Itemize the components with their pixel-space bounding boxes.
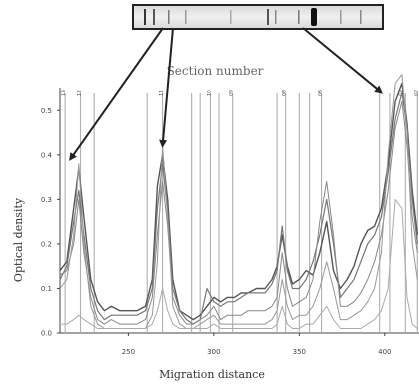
arrows — [69, 27, 383, 161]
y-tick-label: 0.2 — [41, 240, 52, 248]
chart-title: Section number — [167, 64, 264, 78]
x-tick-label: 400 — [378, 348, 391, 356]
gel-strip — [132, 4, 384, 30]
gel-band — [144, 9, 146, 25]
series-line — [60, 198, 418, 329]
arrow — [159, 27, 174, 148]
gel-band — [267, 9, 269, 25]
gel-band — [230, 10, 232, 24]
series-group — [59, 74, 418, 329]
section-label: 12 — [77, 90, 83, 96]
plot-frame — [59, 88, 419, 334]
x-tick-label: 300 — [207, 348, 220, 356]
x-axis-label: Migration distance — [159, 368, 265, 381]
section-label: 13 — [61, 90, 67, 96]
section-label: 06 — [318, 90, 324, 96]
y-tick-label: 0.3 — [41, 196, 52, 204]
section-label: 03 — [398, 90, 404, 96]
gel-band — [153, 9, 155, 25]
y-tick-label: 0.4 — [41, 151, 53, 159]
section-label: 10 — [206, 90, 212, 96]
gel-band — [340, 10, 342, 24]
y-tick-label: 0.1 — [41, 285, 52, 293]
x-tick-label: 350 — [293, 348, 306, 356]
gel-band — [360, 10, 362, 24]
series-line — [59, 100, 418, 325]
gel-band — [168, 10, 170, 24]
y-tick-label: 0.5 — [41, 107, 52, 115]
gel-band — [185, 10, 187, 24]
gel-band — [298, 10, 300, 24]
gel-band-dark — [311, 8, 317, 26]
series-line — [59, 82, 418, 321]
gel-strip-frame — [132, 4, 384, 30]
arrow — [302, 27, 383, 94]
arrow — [69, 27, 164, 161]
y-axis-ticks: 0.0 0.1 0.2 0.3 0.4 0.5 — [41, 107, 60, 338]
section-label: 08 — [282, 90, 288, 96]
section-label: 09 — [229, 90, 235, 96]
gel-band — [275, 10, 277, 24]
series-line — [59, 74, 418, 329]
y-tick-label: 0.0 — [41, 330, 52, 338]
x-axis-ticks: 250 300 350 400 — [122, 333, 391, 356]
y-axis-label: Optical density — [12, 197, 25, 282]
x-tick-label: 250 — [122, 348, 135, 356]
section-label: 11 — [159, 90, 165, 96]
series-line — [59, 91, 418, 325]
section-labels: 13 12 11 10 09 08 06 03 02 — [61, 90, 419, 96]
section-label: 02 — [413, 90, 419, 96]
